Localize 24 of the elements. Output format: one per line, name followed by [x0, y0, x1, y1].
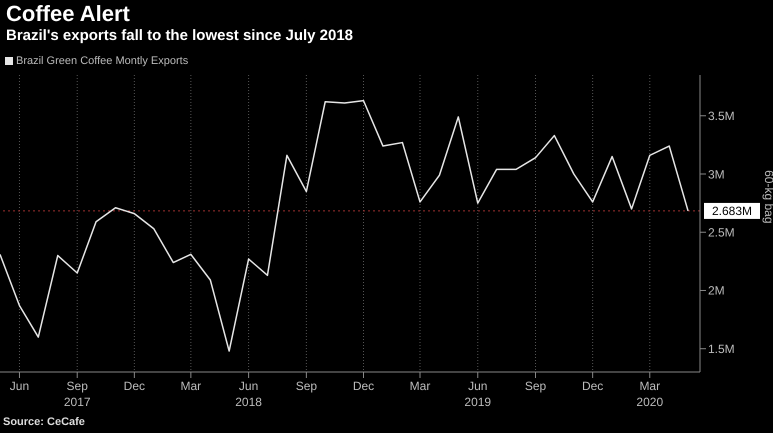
x-tick-label: Sep — [524, 379, 547, 393]
source-note: Source: CeCafe — [3, 416, 85, 428]
x-tick-label: Mar 2020 — [636, 379, 664, 409]
legend-label: Brazil Green Coffee Montly Exports — [15, 55, 188, 67]
x-tick-label: Jun 2018 — [235, 379, 262, 409]
x-tick-label: Jun 2019 — [464, 379, 492, 409]
x-tick-label: Dec — [352, 379, 374, 393]
chart-title: Coffee Alert — [6, 1, 130, 27]
y-tick-label: 2M — [708, 284, 725, 298]
y-tick-label: 3.5M — [708, 109, 735, 124]
line-series — [0, 100, 689, 352]
y-tick-label: 3M — [708, 167, 725, 182]
x-tick-label: Mar — [180, 379, 202, 393]
y-axis-title: 60-kg bag — [762, 170, 773, 224]
y-tick-label: 1.5M — [708, 342, 735, 356]
x-tick-label: Sep — [296, 379, 318, 393]
x-tick-label: Jun — [10, 379, 30, 393]
ref-line-label: 2.683M — [712, 204, 752, 218]
x-tick-label: Dec — [582, 379, 604, 393]
x-tick-label: Mar — [410, 379, 430, 393]
x-tick-label: Dec — [124, 379, 146, 393]
y-tick-label: 2.5M — [708, 225, 735, 240]
chart-subtitle: Brazil's exports fall to the lowest since July 2018 — [6, 27, 354, 44]
x-tick-label: Sep 2017 — [64, 379, 91, 409]
